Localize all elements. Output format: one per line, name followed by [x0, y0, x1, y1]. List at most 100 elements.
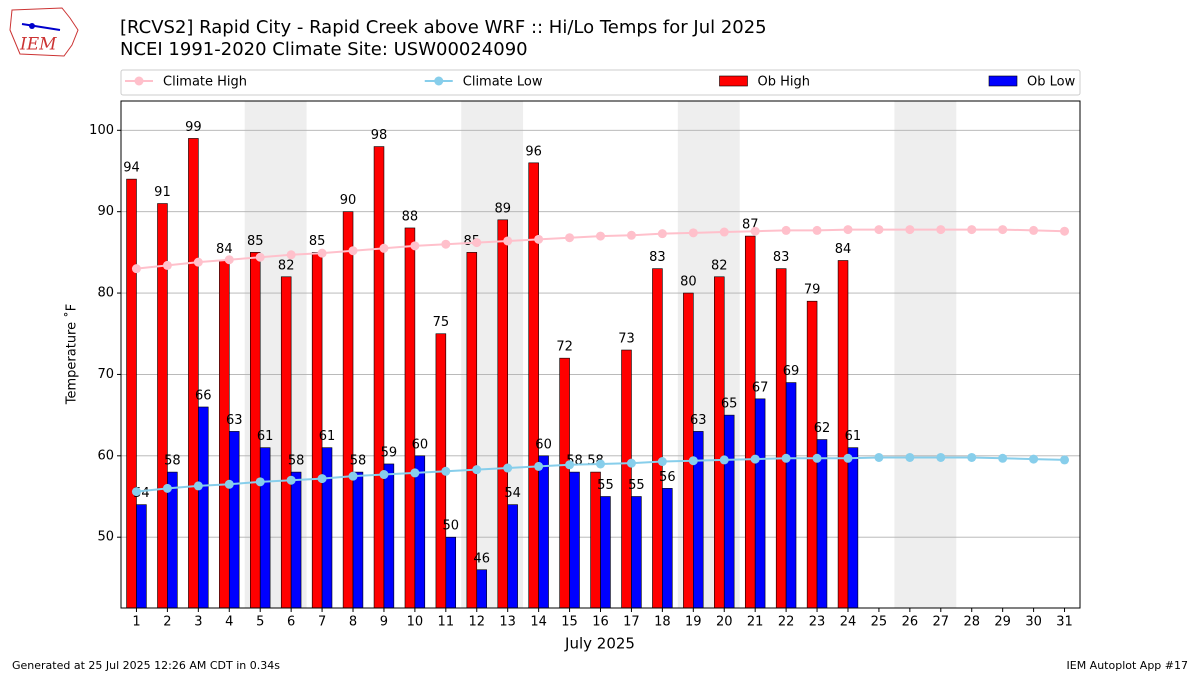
bar [714, 276, 725, 609]
data-label: 84 [216, 242, 233, 257]
x-tick-label: 28 [963, 615, 980, 630]
x-tick-label: 23 [809, 615, 826, 630]
bar [198, 406, 209, 609]
data-label: 46 [473, 551, 490, 566]
bar [559, 357, 570, 609]
marker [967, 452, 977, 462]
logo: IEM [9, 7, 79, 57]
legend-swatch [988, 75, 1018, 87]
plot-frame [120, 100, 1081, 609]
marker [379, 470, 389, 480]
footer-right: IEM Autoplot App #17 [1067, 659, 1189, 672]
marker [1060, 226, 1070, 236]
data-label: 65 [721, 397, 738, 412]
data-label: 83 [649, 250, 666, 265]
x-tick-label: 7 [318, 615, 326, 630]
bar [683, 292, 694, 609]
data-label: 58 [350, 454, 367, 469]
bar [383, 463, 395, 609]
legend-marker [434, 76, 444, 86]
x-tick-label: 4 [225, 615, 233, 630]
bar [136, 504, 147, 609]
marker [441, 466, 451, 476]
x-tick-label: 21 [747, 615, 764, 630]
marker [596, 459, 605, 469]
marker [626, 230, 636, 240]
marker [410, 241, 420, 251]
x-tick-label: 6 [287, 615, 295, 630]
logo-dot [29, 23, 35, 29]
bar [321, 447, 333, 609]
marker [317, 474, 327, 484]
x-tick-label: 13 [499, 615, 516, 630]
data-label: 69 [783, 364, 800, 379]
marker [1060, 455, 1070, 465]
bar [476, 569, 487, 609]
marker [379, 243, 389, 253]
data-label: 61 [319, 429, 336, 444]
bar [414, 455, 426, 609]
data-label: 55 [597, 478, 614, 493]
marker [193, 481, 203, 491]
logo-outline [9, 7, 79, 57]
logo-text: IEM [19, 35, 57, 55]
marker [750, 454, 760, 464]
x-tick-label: 29 [994, 615, 1011, 630]
data-label: 89 [494, 201, 511, 216]
marker [131, 264, 141, 274]
bar [228, 431, 240, 609]
bar [538, 455, 549, 609]
marker [1029, 454, 1039, 464]
data-label: 73 [618, 332, 635, 347]
data-label: 61 [845, 429, 862, 444]
bar [219, 260, 230, 609]
bar [569, 471, 580, 609]
bar [126, 178, 137, 609]
bar [631, 496, 642, 609]
data-label: 60 [535, 437, 552, 452]
x-tick-label: 25 [871, 615, 888, 630]
data-label: 75 [433, 315, 450, 330]
marker [503, 236, 513, 246]
data-label: 88 [402, 209, 419, 224]
data-label: 82 [711, 258, 728, 273]
bar [497, 219, 508, 609]
data-label: 58 [164, 454, 181, 469]
bar [528, 162, 539, 609]
marker [936, 225, 946, 235]
legend-marker [134, 76, 144, 86]
data-label: 85 [247, 234, 264, 249]
footer-left: Generated at 25 Jul 2025 12:26 AM CDT in… [12, 659, 280, 672]
chart-subtitle: NCEI 1991-2020 Climate Site: USW00024090 [120, 39, 528, 60]
x-tick-label: 18 [654, 615, 671, 630]
marker [1029, 225, 1039, 235]
bar [744, 235, 756, 609]
bar [600, 496, 611, 609]
data-label: 98 [371, 128, 388, 143]
marker [472, 238, 482, 248]
bar [652, 268, 663, 609]
bar [754, 398, 766, 609]
marker [781, 225, 791, 235]
logo-line [21, 23, 61, 31]
marker [750, 226, 760, 236]
bar [816, 439, 828, 609]
data-label: 83 [773, 250, 790, 265]
bar [342, 211, 354, 609]
chart-title: [RCVS2] Rapid City - Rapid Creek above W… [120, 17, 767, 38]
marker [657, 229, 667, 239]
x-tick-label: 26 [902, 615, 919, 630]
data-label: 99 [185, 120, 202, 135]
x-tick-label: 27 [933, 615, 950, 630]
bar [373, 146, 385, 609]
data-label: 54 [504, 486, 521, 501]
y-tick-label: 70 [97, 367, 114, 382]
data-label: 96 [525, 144, 542, 159]
data-label: 90 [340, 193, 357, 208]
marker [162, 260, 172, 270]
marker [719, 455, 729, 465]
bar [507, 504, 518, 609]
data-label: 82 [278, 258, 295, 273]
data-label: 63 [226, 413, 243, 428]
legend-swatch [719, 75, 748, 87]
